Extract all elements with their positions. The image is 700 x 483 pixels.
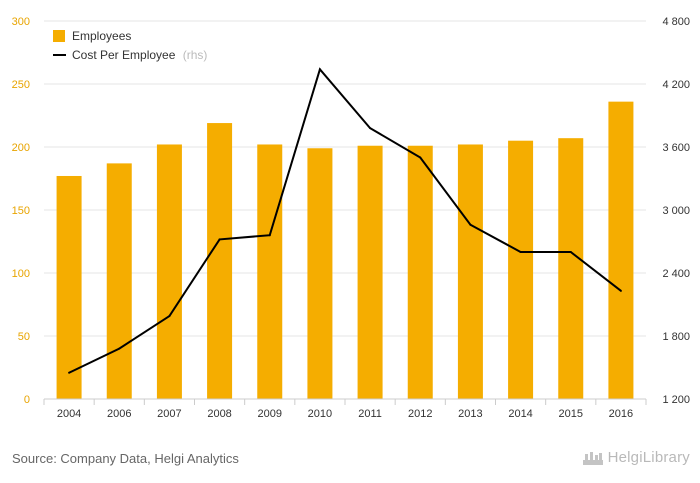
legend-label-employees: Employees — [72, 29, 131, 43]
point-cost-2013 — [469, 223, 472, 226]
left-tick-label: 250 — [12, 79, 30, 91]
bar-employees-2011 — [357, 145, 383, 399]
bar-employees-2013 — [457, 144, 483, 399]
x-tick-label: 2008 — [207, 408, 231, 420]
x-tick-label: 2010 — [308, 408, 332, 420]
combo-chart: 0 50 100 150 200 250 300 1 200 1 800 2 400 3 000 3… — [12, 16, 690, 420]
helgi-library-icon — [582, 451, 603, 465]
point-cost-2015 — [569, 251, 572, 253]
left-tick-label: 100 — [12, 268, 30, 280]
right-tick-label: 4 800 — [662, 16, 690, 28]
bar-series — [56, 101, 634, 399]
left-tick-label: 200 — [12, 142, 30, 154]
line-cost-per-employee — [68, 67, 622, 374]
right-tick-label: 3 600 — [662, 142, 690, 154]
line-series — [68, 67, 622, 374]
x-tick-label: 2015 — [559, 408, 583, 420]
bar-employees-2014 — [508, 140, 534, 399]
grid-lines — [44, 20, 646, 400]
left-tick-label: 0 — [24, 394, 30, 406]
helgi-library-logo[interactable]: HelgiLibrary — [582, 449, 690, 466]
right-tick-label: 3 000 — [662, 205, 690, 217]
legend-swatch-employees — [53, 30, 65, 42]
x-tick-label: 2007 — [157, 408, 181, 420]
right-tick-label: 2 400 — [662, 268, 690, 280]
x-tick-label: 2013 — [458, 408, 482, 420]
left-axis: 0 50 100 150 200 250 300 — [12, 16, 30, 406]
x-tick-label: 2012 — [408, 408, 432, 420]
source-note: Source: Company Data, Helgi Analytics — [12, 451, 239, 466]
point-cost-2007 — [168, 315, 171, 318]
bar-employees-2016 — [608, 101, 634, 399]
point-cost-2011 — [369, 127, 372, 130]
point-cost-2008 — [218, 238, 221, 241]
bar-employees-2007 — [156, 144, 182, 399]
svg-text:Cost Per Employee (rhs: Cost Per Employee (rhs) — [72, 48, 207, 62]
right-tick-label: 1 800 — [662, 331, 690, 343]
point-cost-2012 — [419, 156, 422, 159]
x-tick-label: 2006 — [107, 408, 131, 420]
x-tick-label: 2011 — [358, 408, 382, 420]
bar-employees-2015 — [558, 138, 584, 399]
right-tick-label: 4 200 — [662, 79, 690, 91]
point-cost-2006 — [118, 347, 121, 350]
bar-employees-2008 — [207, 123, 233, 399]
x-tick-label: 2004 — [57, 408, 81, 420]
x-tick-label: 2014 — [508, 408, 532, 420]
x-tick-label: 2009 — [258, 408, 282, 420]
left-tick-label: 50 — [18, 331, 30, 343]
point-cost-2016 — [619, 289, 622, 292]
x-axis: 2004 2006 2007 2008 2009 2010 2011 2012 2013 2014… — [43, 398, 647, 420]
point-cost-2009 — [268, 234, 271, 237]
logo-text: HelgiLibrary — [607, 449, 690, 466]
left-tick-label: 300 — [12, 16, 30, 28]
legend: Employees Cost Per Employee (rhs) — [53, 29, 207, 62]
bar-employees-2012 — [407, 145, 433, 399]
legend-label-cost: Cost Per Employee — [72, 48, 176, 62]
point-cost-2004 — [68, 371, 71, 374]
legend-label-rhs: (rhs) — [183, 48, 208, 62]
bar-employees-2010 — [307, 148, 333, 399]
point-cost-2014 — [519, 251, 522, 253]
right-tick-label: 1 200 — [662, 394, 690, 406]
bar-employees-2004 — [56, 175, 82, 399]
bar-employees-2006 — [106, 163, 132, 399]
right-axis: 1 200 1 800 2 400 3 000 3 600 4 200 4 800 — [662, 16, 690, 406]
bar-employees-2009 — [257, 144, 283, 399]
point-cost-2010 — [318, 68, 321, 71]
left-tick-label: 150 — [12, 205, 30, 217]
x-tick-label: 2016 — [609, 408, 633, 420]
